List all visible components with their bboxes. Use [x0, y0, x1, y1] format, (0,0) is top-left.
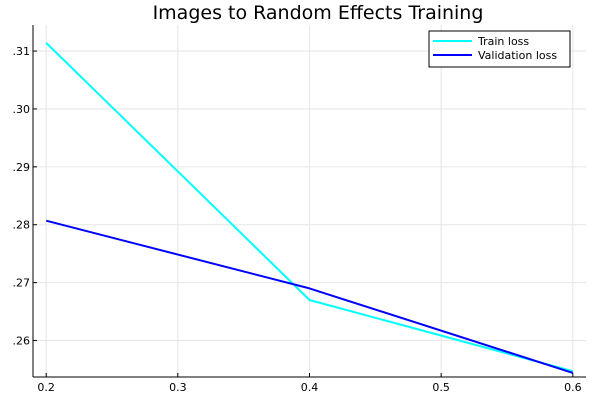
- y-tick-label: .31: [13, 45, 31, 58]
- y-tick-label: .28: [13, 219, 31, 232]
- legend-box: [428, 30, 571, 68]
- series-lines: [45, 42, 574, 374]
- legend-label: Train loss: [477, 35, 529, 48]
- x-tick-label: 0.5: [432, 381, 450, 394]
- y-tick-label: .29: [13, 161, 31, 174]
- y-tick-label: .30: [13, 103, 31, 116]
- y-tick-label: .27: [13, 277, 31, 290]
- x-tick-label: 0.6: [564, 381, 582, 394]
- y-tick-label: .26: [13, 335, 31, 348]
- series-line-train-loss: [45, 42, 574, 373]
- x-tick-label: 0.3: [169, 381, 187, 394]
- tick-labels: 0.2 0.3 0.4 0.5 0.6 .26 .27 .28 .29 .30 .31: [13, 45, 582, 394]
- x-tick-label: 0.4: [301, 381, 319, 394]
- axes: [32, 25, 586, 378]
- x-tick-label: 0.2: [37, 381, 55, 394]
- series-line-validation-loss: [45, 219, 574, 374]
- legend-label: Validation loss: [478, 49, 557, 62]
- chart-title: Images to Random Effects Training: [153, 2, 484, 24]
